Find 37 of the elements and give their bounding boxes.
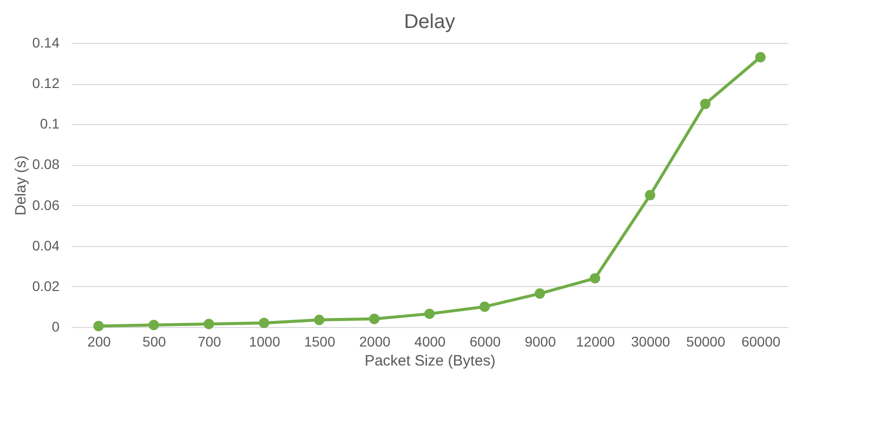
x-axis-title: Packet Size (Bytes) bbox=[364, 352, 496, 370]
x-tick-label: 1500 bbox=[304, 334, 336, 350]
point bbox=[644, 190, 656, 200]
x-tick-label: 9000 bbox=[524, 334, 556, 350]
point bbox=[534, 288, 546, 299]
x-tick-label: 12000 bbox=[576, 334, 616, 350]
point bbox=[700, 98, 711, 110]
y-tick-label: 0.12 bbox=[32, 75, 60, 92]
point bbox=[204, 318, 214, 330]
point bbox=[479, 301, 490, 312]
y-tick-label: 0.04 bbox=[32, 237, 60, 254]
point bbox=[755, 52, 766, 62]
y-tick-label: 0.02 bbox=[32, 278, 60, 294]
x-tick-label: 6000 bbox=[470, 334, 501, 350]
y-tick-label: 0 bbox=[52, 318, 60, 334]
y-tick-label: 0.08 bbox=[32, 156, 60, 172]
point bbox=[590, 273, 600, 284]
x-tick-label: 1000 bbox=[248, 334, 280, 350]
point bbox=[148, 320, 159, 330]
x-tick-label: 500 bbox=[142, 334, 166, 350]
y-tick-label: 0.1 bbox=[40, 116, 60, 132]
point bbox=[424, 308, 435, 320]
x-tick-label: 60000 bbox=[741, 334, 781, 350]
point bbox=[258, 318, 270, 328]
y-tick-label: 0.14 bbox=[32, 34, 60, 50]
x-tick-label: 50000 bbox=[686, 334, 726, 350]
x-tick-label: 200 bbox=[87, 334, 111, 350]
chart-title: Delay bbox=[404, 11, 456, 33]
y-axis-title: Delay (s) bbox=[12, 155, 30, 216]
x-tick-label: 2000 bbox=[359, 334, 391, 350]
point bbox=[314, 314, 324, 326]
x-tick-label: 30000 bbox=[631, 334, 670, 350]
point bbox=[93, 320, 104, 332]
x-tick-label: 4000 bbox=[414, 334, 446, 350]
point bbox=[369, 314, 380, 324]
y-tick-label: 0.06 bbox=[32, 196, 60, 213]
x-tick-label: 700 bbox=[198, 334, 222, 350]
